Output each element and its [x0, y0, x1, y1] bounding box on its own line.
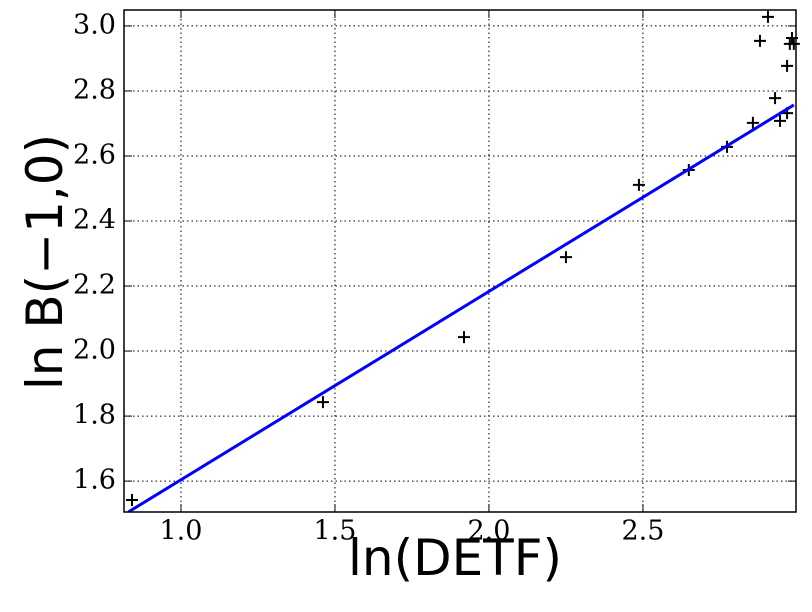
y-tick-label: 3.0	[73, 9, 116, 40]
marker	[769, 92, 782, 105]
x-tick-label: 2.5	[621, 516, 664, 547]
marker	[632, 178, 645, 191]
y-tick-label: 2.0	[73, 335, 116, 366]
marker	[773, 114, 786, 127]
plot-frame	[123, 9, 797, 513]
y-axis-label: ln B(−1,0)	[16, 134, 74, 390]
y-tick-label: 2.4	[73, 205, 116, 236]
y-tick-label: 1.6	[73, 465, 116, 496]
x-tick-label: 2.0	[467, 516, 510, 547]
marker	[559, 251, 572, 264]
marker	[787, 37, 800, 50]
x-tick-label: 1.0	[159, 516, 202, 547]
y-tick-label: 2.6	[73, 139, 116, 170]
marker	[746, 116, 759, 129]
marker	[753, 34, 766, 47]
marker	[781, 59, 794, 72]
x-axis-label: ln(DETF)	[348, 529, 562, 587]
marker	[126, 493, 139, 506]
y-tick-label: 2.2	[73, 270, 116, 301]
y-tick-label: 1.8	[73, 400, 116, 431]
y-tick-label: 2.8	[73, 74, 116, 105]
x-tick-label: 1.5	[313, 516, 356, 547]
marker	[761, 10, 774, 23]
marker	[458, 331, 471, 344]
fit-line	[127, 103, 795, 512]
marker	[316, 396, 329, 409]
